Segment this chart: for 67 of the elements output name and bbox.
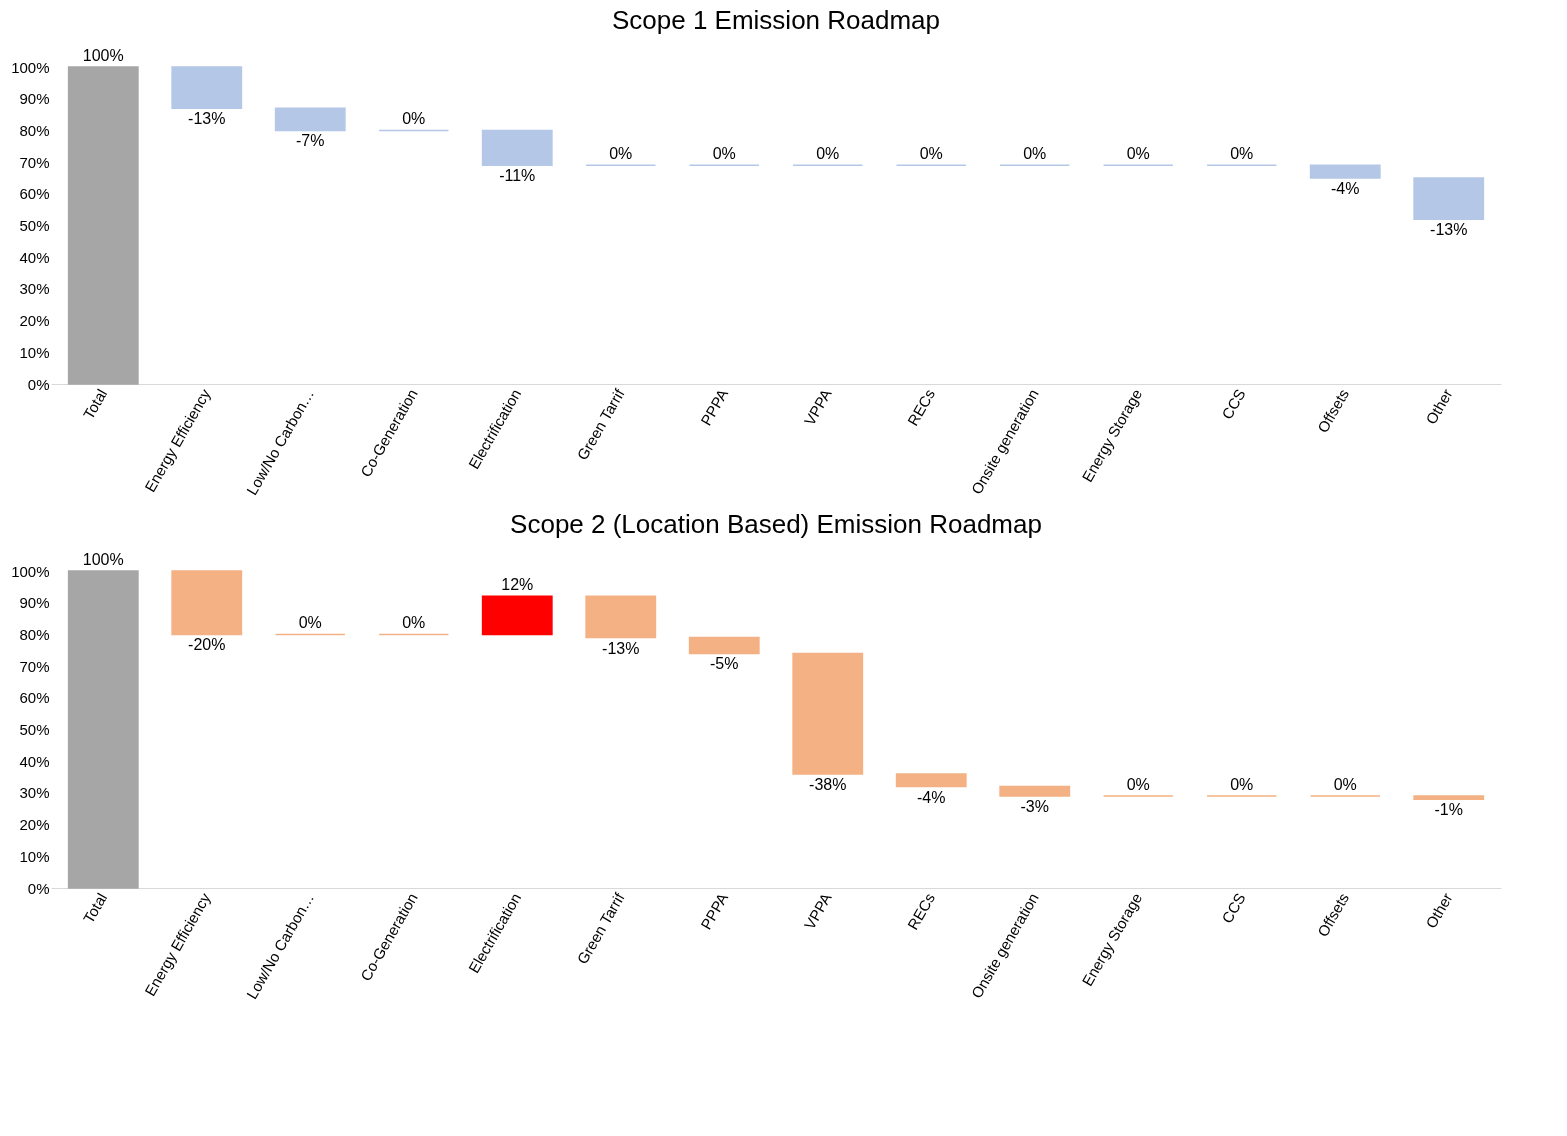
data-label: 0% [1126,145,1150,163]
bar [792,652,864,775]
y-tick-label: 20% [19,816,50,834]
y-tick-label: 70% [19,153,50,171]
bar [274,107,346,132]
y-tick-label: 40% [19,248,50,266]
y-tick-label: 80% [19,625,50,643]
y-tick-label: 90% [19,594,50,612]
data-label: 0% [712,145,736,163]
bar [171,570,243,636]
data-label: -3% [1020,798,1049,816]
bar [585,595,657,639]
bar [67,66,139,385]
bar [481,595,553,636]
data-label: -38% [809,775,847,793]
y-tick-label: 30% [19,280,50,298]
data-label: -7% [296,132,325,150]
data-label: 0% [609,145,633,163]
y-tick-label: 100% [11,562,50,580]
data-label: -20% [188,636,226,654]
data-label: 12% [501,576,534,594]
y-tick-label: 30% [19,784,50,802]
y-tick-label: 80% [19,121,50,139]
y-tick-label: 10% [19,847,50,865]
chart-title: Scope 2 (Location Based) Emission Roadmap [510,509,1042,539]
bar [895,773,967,788]
y-tick-label: 0% [27,879,50,897]
data-label: 0% [1126,776,1150,794]
data-label: -13% [602,639,640,657]
data-label: -5% [710,655,739,673]
bar [171,66,243,109]
y-tick-label: 50% [19,217,50,234]
data-label: 0% [1333,776,1357,794]
bar [688,636,760,655]
data-label: 0% [1023,145,1047,163]
data-label: 0% [298,614,322,632]
data-label: -13% [1430,221,1468,239]
y-tick-label: 0% [27,375,50,393]
data-label: -4% [917,788,946,806]
bar [1309,164,1381,179]
y-tick-label: 10% [19,343,50,361]
chart-title: Scope 1 Emission Roadmap [611,5,941,35]
bar [999,785,1071,797]
bar [1413,795,1485,800]
y-tick-label: 60% [19,689,50,707]
data-label: -13% [188,110,226,128]
data-label: 100% [82,551,124,568]
data-label: 0% [402,110,426,128]
data-label: -1% [1434,801,1463,819]
bar [481,129,553,167]
data-label: 0% [1230,145,1254,163]
data-label: -11% [499,167,536,185]
y-tick-label: 70% [19,657,50,675]
y-tick-label: 60% [19,185,50,203]
data-label: -4% [1331,179,1360,197]
data-label: 0% [816,145,840,163]
y-tick-label: 40% [19,752,50,770]
data-label: 0% [919,145,943,163]
y-tick-label: 100% [11,58,50,76]
data-label: 0% [1230,776,1254,794]
y-tick-label: 50% [19,721,50,738]
y-tick-label: 20% [19,312,50,330]
bar [67,570,139,889]
bar [1413,177,1485,220]
data-label: 0% [402,614,426,632]
data-label: 100% [82,47,124,64]
y-tick-label: 90% [19,90,50,108]
